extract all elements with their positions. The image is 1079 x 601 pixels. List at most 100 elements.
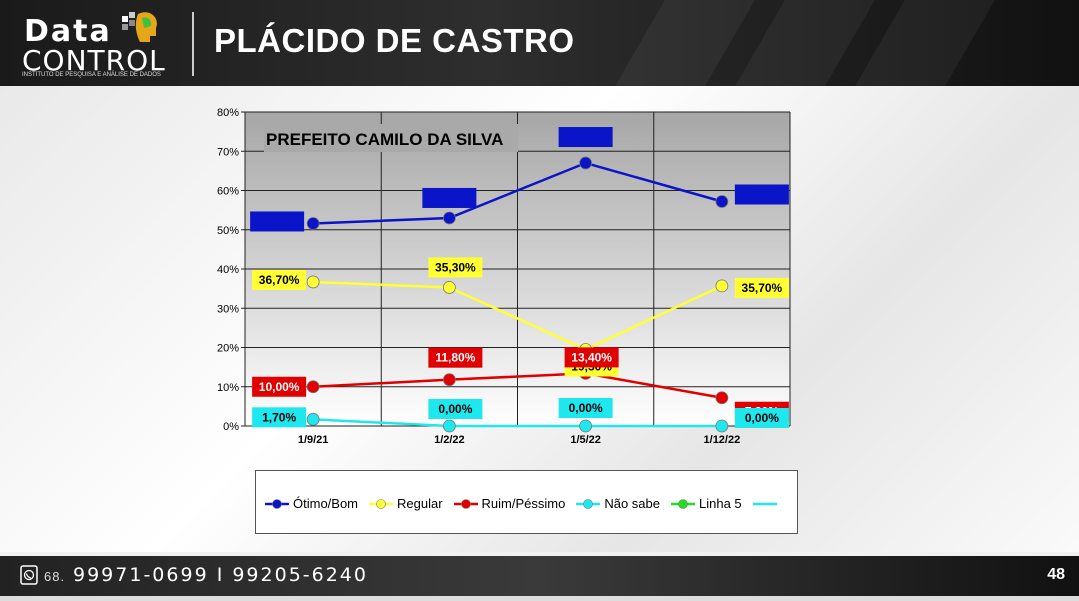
legend-item: Regular xyxy=(368,496,443,511)
data-label: 35,30% xyxy=(435,260,476,274)
chart-title-box xyxy=(264,124,518,152)
x-tick-label: 1/9/21 xyxy=(298,434,329,446)
y-tick-label: 60% xyxy=(217,186,239,198)
data-label-box xyxy=(734,277,789,298)
series-line xyxy=(313,161,723,225)
y-axis-ticks: 0% 10% 20% 30% 40% 50% 60% 70% 80% xyxy=(217,107,245,433)
data-point-marker xyxy=(715,279,729,293)
data-point-marker xyxy=(442,281,456,294)
header-stripe xyxy=(615,0,755,86)
legend-swatch xyxy=(453,498,478,509)
y-tick-label: 80% xyxy=(217,107,239,119)
data-label-box xyxy=(558,127,613,148)
legend-item xyxy=(752,498,781,510)
data-label: 1,70% xyxy=(262,410,296,424)
legend-item: Ruim/Péssimo xyxy=(453,496,566,511)
data-point-marker xyxy=(715,419,729,433)
data-label: 35,70% xyxy=(742,281,783,295)
x-axis-ticks: 1/9/21 1/2/22 1/5/22 1/12/22 xyxy=(298,434,740,446)
legend-swatch xyxy=(265,498,289,509)
series-line xyxy=(313,280,723,351)
data-label-box xyxy=(252,376,307,397)
logo-word-data: Data xyxy=(24,14,112,49)
footer-bar: 68. 99971-0699 I 99205-6240 48 xyxy=(0,556,1079,596)
page-number: 48 xyxy=(1047,566,1065,583)
data-label: 0,00% xyxy=(745,411,779,425)
data-label-box xyxy=(250,211,305,232)
data-point-marker xyxy=(306,217,320,230)
data-point-marker xyxy=(442,373,456,387)
logo-tagline: INSTITUTO DE PESQUISA E ANÁLISE DE DADOS xyxy=(22,72,161,78)
data-point-marker xyxy=(579,419,593,433)
legend-swatch xyxy=(576,498,601,509)
series-line xyxy=(313,418,722,428)
phone-numbers: 99971-0699 I 99205-6240 xyxy=(73,564,368,586)
legend-item: Não sabe xyxy=(575,496,660,511)
legend-label: Ótimo/Bom xyxy=(293,496,359,511)
y-tick-label: 40% xyxy=(217,264,239,276)
data-label-box xyxy=(734,408,789,428)
legend-label: Não sabe xyxy=(604,496,660,511)
legend-item: Linha 5 xyxy=(670,496,742,511)
whatsapp-phone-icon xyxy=(20,565,38,585)
y-tick-label: 70% xyxy=(217,146,239,158)
data-point-marker xyxy=(442,211,456,225)
header-divider xyxy=(192,12,194,76)
data-point-marker xyxy=(442,419,456,433)
page-title: PLÁCIDO DE CASTRO xyxy=(214,22,575,59)
data-label-box xyxy=(734,184,789,205)
data-label-box xyxy=(428,399,483,419)
header-stripe xyxy=(735,0,875,86)
header-bar: Data CONTROL INSTITUTO DE PESQUISA E ANÁ… xyxy=(0,0,1079,86)
legend-swatch xyxy=(369,498,394,509)
data-point-marker xyxy=(306,380,320,394)
data-label: 67,00% xyxy=(565,130,606,144)
legend-swatch xyxy=(671,498,695,509)
data-point-marker xyxy=(579,156,593,170)
data-point-marker xyxy=(715,391,729,405)
header-stripe xyxy=(855,0,995,86)
data-label: 53,00% xyxy=(429,191,470,205)
data-label: 13,40% xyxy=(571,350,612,364)
series-line xyxy=(313,372,723,399)
data-label: 36,70% xyxy=(259,273,300,287)
data-label-box xyxy=(252,407,307,428)
logo-word-control: CONTROL xyxy=(22,44,166,77)
chart-legend: Ótimo/Bom Regular Ruim/Péssimo Não sabe Linh… xyxy=(255,470,798,534)
data-label-box xyxy=(252,269,307,290)
data-label: 51,60% xyxy=(257,214,298,228)
data-label: 0,00% xyxy=(569,401,603,415)
y-tick-label: 50% xyxy=(217,225,239,237)
brain-head-icon xyxy=(122,12,157,42)
legend-swatch-marker xyxy=(460,498,471,509)
y-tick-label: 20% xyxy=(217,343,239,355)
approval-line-chart: 0%10%20%30%40%50%60%70%80% 1/9/21 1/2/22 1… xyxy=(217,107,791,446)
data-point-marker xyxy=(715,195,729,208)
y-tick-label: 10% xyxy=(217,382,239,394)
x-tick-label: 1/2/22 xyxy=(434,434,465,446)
chart-title: PREFEITO CAMILO DA SILVA xyxy=(266,130,503,149)
legend-label: Regular xyxy=(397,496,443,511)
series-lines xyxy=(306,156,729,433)
y-tick-label: 30% xyxy=(217,303,239,315)
data-label-box xyxy=(428,257,483,278)
phone-prefix: 68. xyxy=(44,569,66,584)
data-labels: 51,60%53,00%67,00%57,20%36,70%35,30%19,5… xyxy=(250,127,789,428)
data-label-box xyxy=(422,187,477,208)
legend-swatch-marker xyxy=(376,498,386,509)
data-label-box xyxy=(428,347,483,368)
bottom-strip xyxy=(0,596,1079,601)
legend-items: Ótimo/Bom Regular Ruim/Péssimo Não sabe Linh… xyxy=(264,496,791,511)
legend-swatch-marker xyxy=(583,498,594,509)
legend-label: Ruim/Péssimo xyxy=(481,496,566,511)
legend-label: Linha 5 xyxy=(699,496,742,511)
x-tick-label: 1/5/22 xyxy=(570,434,601,446)
legend-item: Ótimo/Bom xyxy=(264,496,358,511)
data-label-box xyxy=(564,347,619,368)
legend-swatch xyxy=(752,502,777,505)
x-tick-label: 1/12/22 xyxy=(704,434,741,446)
data-point-marker xyxy=(306,275,320,289)
y-tick-label: 0% xyxy=(223,421,239,433)
legend-swatch-marker xyxy=(678,498,688,509)
data-point-marker xyxy=(306,412,320,426)
